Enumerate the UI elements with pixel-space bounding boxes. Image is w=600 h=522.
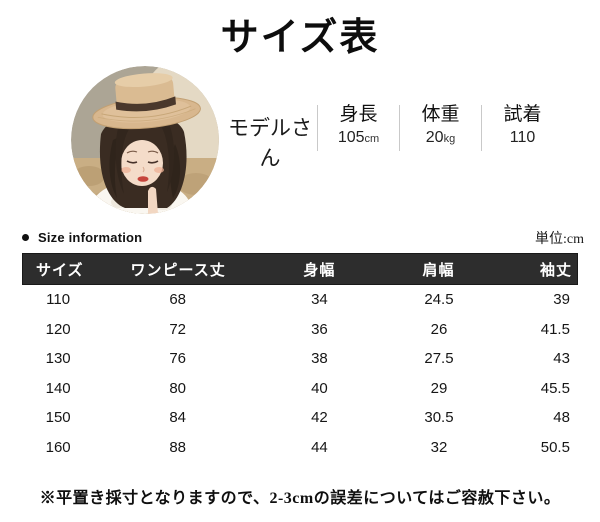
stat-height: 身長 105cm bbox=[318, 103, 399, 151]
stat-weight-number: 20 bbox=[425, 129, 444, 146]
stat-fitting: 試着 110 bbox=[482, 103, 563, 151]
column-header-dress-length: ワンピース丈 bbox=[130, 261, 226, 279]
table-cell: 34 bbox=[311, 291, 328, 309]
girl-straw-hat-illustration bbox=[71, 66, 219, 214]
table-cell: 84 bbox=[169, 409, 186, 427]
table-row: 130 76 38 27.5 43 bbox=[22, 344, 578, 374]
table-cell: 88 bbox=[169, 438, 186, 456]
model-label: モデルさん bbox=[228, 116, 312, 170]
table-cell: 72 bbox=[169, 320, 186, 338]
table-cell: 24.5 bbox=[424, 291, 454, 309]
page-title: サイズ表 bbox=[220, 17, 380, 59]
table-cell: 26 bbox=[430, 320, 448, 338]
table-cell: 50.5 bbox=[540, 438, 570, 456]
stat-fitting-value: 110 bbox=[482, 128, 563, 149]
stat-weight-value: 20kg bbox=[400, 128, 481, 149]
stat-height-number: 105 bbox=[337, 129, 365, 146]
table-cell: 120 bbox=[45, 320, 71, 338]
column-header-body-width: 身幅 bbox=[303, 261, 336, 279]
table-cell: 130 bbox=[45, 350, 71, 368]
table-cell: 42 bbox=[311, 409, 328, 427]
stat-divider bbox=[481, 105, 482, 151]
stat-height-unit: cm bbox=[364, 133, 380, 145]
table-cell: 150 bbox=[45, 409, 71, 427]
table-cell: 43 bbox=[553, 350, 570, 368]
column-header-sleeve-length: 袖丈 bbox=[539, 261, 572, 279]
stat-divider bbox=[317, 105, 318, 151]
column-header-size: サイズ bbox=[36, 261, 84, 279]
table-row: 150 84 42 30.5 48 bbox=[22, 403, 578, 433]
table-cell: 27.5 bbox=[424, 350, 454, 368]
size-table: サイズ ワンピース丈 身幅 肩幅 袖丈 110 68 34 24.5 39 12… bbox=[22, 253, 578, 462]
column-header-shoulder-width: 肩幅 bbox=[422, 261, 455, 279]
stat-divider bbox=[399, 105, 400, 151]
stat-weight-label: 体重 bbox=[421, 104, 460, 125]
table-row: 110 68 34 24.5 39 bbox=[22, 285, 578, 315]
stat-height-label: 身長 bbox=[339, 104, 378, 125]
table-cell: 80 bbox=[169, 379, 186, 397]
unit-note: 単位:cm bbox=[535, 232, 584, 247]
table-cell: 30.5 bbox=[424, 409, 454, 427]
measurement-disclaimer: ※平置き採寸となりますので、2-3cmの誤差についてはご容赦下さい。 bbox=[39, 490, 561, 507]
stat-weight: 体重 20kg bbox=[400, 103, 481, 151]
size-information-label: Size information bbox=[38, 230, 143, 245]
table-row: 160 88 44 32 50.5 bbox=[22, 433, 578, 463]
table-cell: 76 bbox=[169, 350, 186, 368]
table-row: 140 80 40 29 45.5 bbox=[22, 374, 578, 404]
table-cell: 39 bbox=[553, 291, 570, 309]
table-cell: 68 bbox=[169, 291, 186, 309]
table-cell: 32 bbox=[430, 438, 448, 456]
table-cell: 44 bbox=[311, 438, 328, 456]
size-information-heading: Size information bbox=[22, 230, 142, 245]
table-cell: 41.5 bbox=[540, 320, 570, 338]
table-row: 120 72 36 26 41.5 bbox=[22, 315, 578, 345]
table-cell: 36 bbox=[311, 320, 328, 338]
model-stats: 身長 105cm 体重 20kg 試着 110 bbox=[317, 103, 563, 151]
table-header-row: サイズ ワンピース丈 身幅 肩幅 袖丈 bbox=[22, 253, 578, 285]
model-photo bbox=[71, 66, 219, 214]
table-cell: 140 bbox=[45, 379, 71, 397]
stat-fitting-label: 試着 bbox=[503, 104, 542, 125]
stat-height-value: 105cm bbox=[318, 128, 399, 149]
bullet-icon bbox=[22, 234, 29, 241]
stat-weight-unit: kg bbox=[443, 133, 456, 145]
table-cell: 29 bbox=[430, 379, 448, 397]
table-cell: 45.5 bbox=[540, 379, 570, 397]
table-cell: 40 bbox=[311, 379, 328, 397]
table-cell: 110 bbox=[46, 291, 71, 309]
table-cell: 160 bbox=[45, 438, 71, 456]
table-cell: 38 bbox=[311, 350, 328, 368]
table-cell: 48 bbox=[553, 409, 570, 427]
stat-fitting-number: 110 bbox=[509, 129, 536, 146]
